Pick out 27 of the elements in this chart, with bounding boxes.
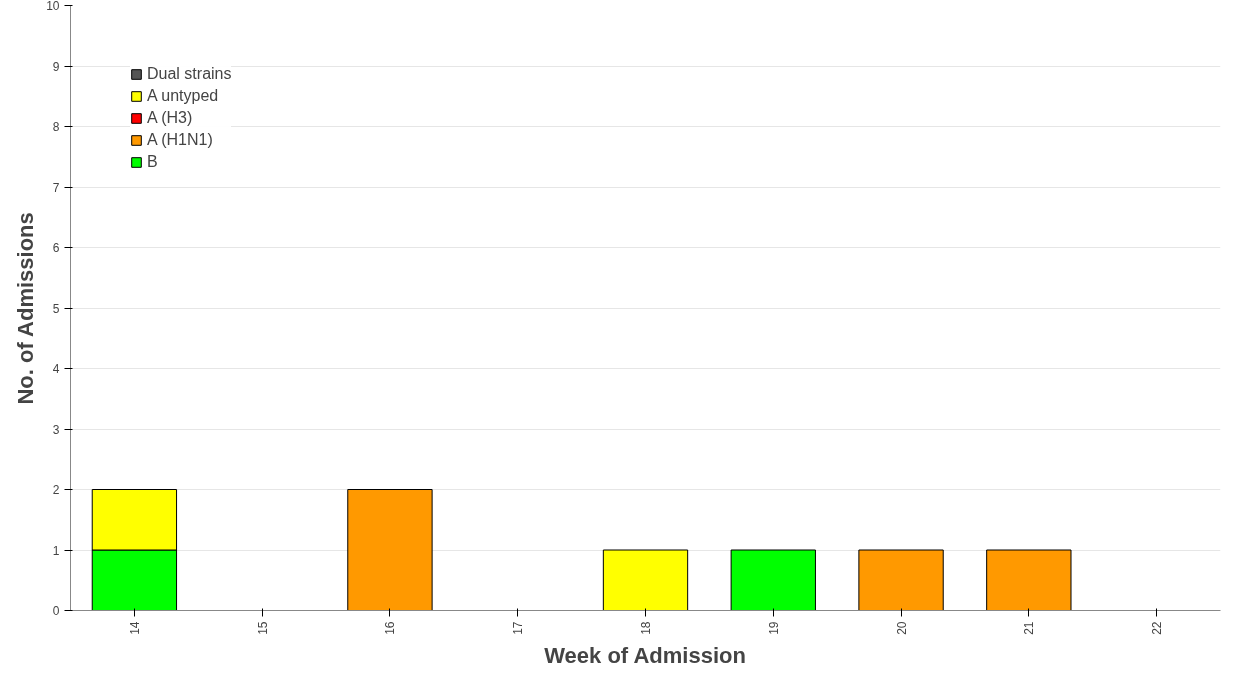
legend-label: A (H1N1) (147, 131, 213, 149)
y-tick-label: 10 (46, 0, 60, 13)
y-tick-label: 7 (52, 180, 60, 195)
x-tick-label: 19 (766, 621, 781, 635)
x-tick-label: 14 (127, 621, 142, 635)
y-tick-label: 4 (52, 362, 60, 376)
y-tick-label: 5 (52, 301, 60, 316)
legend-label: Dual strains (147, 65, 232, 83)
legend-label: A (H3) (147, 109, 193, 127)
y-axis-title: No. of Admissions (13, 212, 39, 405)
x-tick-label: 17 (511, 621, 526, 635)
x-tick-label: 21 (1022, 621, 1037, 635)
legend-label: B (147, 153, 159, 171)
x-tick-label: 15 (255, 621, 270, 635)
legend-label: A untyped (147, 87, 219, 105)
y-tick-label: 1 (52, 543, 60, 558)
x-tick-label: 22 (1150, 621, 1165, 635)
x-tick-label: 20 (894, 621, 909, 635)
y-tick-label: 9 (52, 59, 60, 74)
y-tick-label: 3 (52, 422, 60, 437)
y-tick-label: 0 (52, 604, 60, 618)
y-tick-label: 2 (52, 483, 60, 497)
y-tick-label: 6 (52, 241, 60, 255)
x-tick-label: 18 (639, 621, 653, 635)
y-tick-label: 8 (52, 120, 60, 134)
x-tick-label: 16 (383, 621, 398, 635)
x-axis-title: Week of Admission (544, 642, 746, 668)
